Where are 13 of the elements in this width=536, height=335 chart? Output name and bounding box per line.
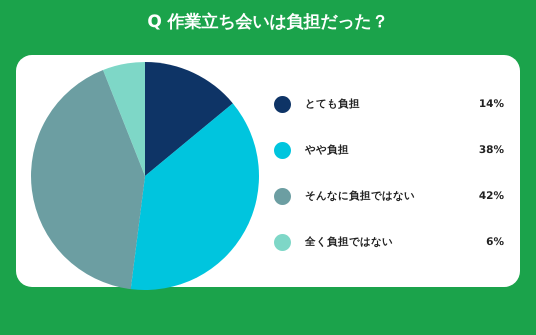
legend-label: とても負担 (305, 97, 361, 111)
legend-label: そんなに負担ではない (305, 189, 416, 203)
data-label: 38% (478, 144, 504, 156)
data-label: 42% (478, 190, 504, 202)
pie-slice (31, 70, 145, 290)
pie-slice (145, 62, 233, 176)
data-label: 6% (486, 236, 504, 248)
chart-title: Q 作業立ち会いは負担だった？ (146, 11, 390, 33)
pie-slice (103, 62, 145, 176)
legend-label: やや負担 (305, 143, 350, 157)
legend-label: 全く負担ではない (305, 235, 394, 249)
data-label: 14% (478, 98, 504, 110)
pie-slice (130, 103, 259, 290)
